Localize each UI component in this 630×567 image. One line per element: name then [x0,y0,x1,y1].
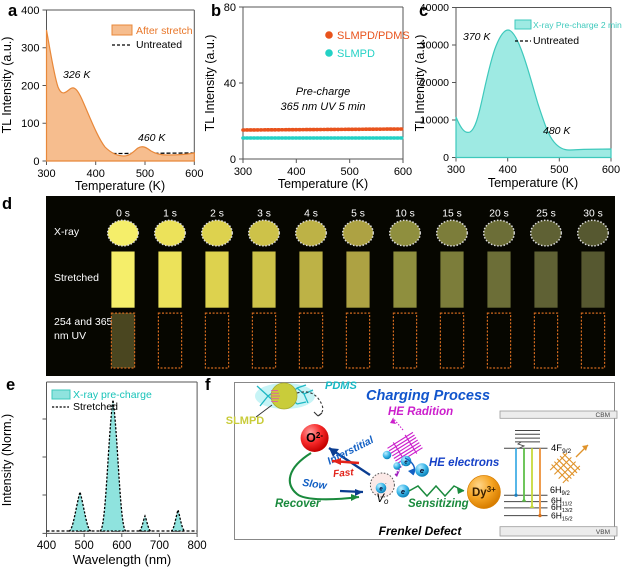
svg-text:254 and 365: 254 and 365 [54,316,113,328]
svg-text:Untreated: Untreated [136,39,182,51]
svg-text:Slow: Slow [302,477,329,492]
svg-text:nm UV: nm UV [54,330,86,342]
svg-text:326 K: 326 K [63,69,91,81]
svg-text:600: 600 [394,166,412,178]
svg-text:365 nm UV 5 min: 365 nm UV 5 min [281,101,366,113]
svg-text:Frenkel Defect: Frenkel Defect [379,524,463,538]
svg-text:X-ray: X-ray [54,226,80,238]
svg-text:300: 300 [234,166,252,178]
svg-text:480 K: 480 K [543,125,571,137]
svg-text:After stretch: After stretch [136,25,193,37]
svg-text:X-ray Pre-charge 2 min: X-ray Pre-charge 2 min [533,20,622,30]
svg-text:Charging Process: Charging Process [366,388,490,404]
svg-text:Stretched: Stretched [73,401,118,413]
svg-text:370 K: 370 K [463,31,491,43]
svg-text:5 s: 5 s [351,208,365,219]
svg-text:600: 600 [112,540,131,552]
svg-text:Wavelength (nm): Wavelength (nm) [73,552,172,567]
svg-text:Pre-charge: Pre-charge [296,86,350,98]
svg-text:TL Intensity (a.u.): TL Intensity (a.u.) [0,37,14,134]
svg-text:300: 300 [37,168,55,180]
svg-text:500: 500 [75,540,94,552]
svg-text:30 s: 30 s [583,208,602,219]
svg-text:400: 400 [37,540,56,552]
svg-text:HE electrons: HE electrons [429,457,499,469]
svg-text:100: 100 [21,118,39,130]
svg-text:300: 300 [21,43,39,55]
svg-text:400: 400 [499,164,517,176]
svg-text:Sensitizing: Sensitizing [408,498,469,510]
svg-text:X-ray pre-charge: X-ray pre-charge [73,389,152,401]
svg-text:0 s: 0 s [116,208,130,219]
svg-text:600: 600 [185,168,203,180]
svg-text:SLMPD: SLMPD [337,48,375,60]
svg-text:25 s: 25 s [536,208,555,219]
svg-text:e: e [401,489,405,496]
svg-text:0: 0 [33,156,39,168]
svg-text:700: 700 [150,540,169,552]
svg-text:10 s: 10 s [395,208,414,219]
svg-text:e: e [420,466,424,475]
svg-text:0: 0 [443,152,449,164]
svg-text:Untreated: Untreated [533,35,579,47]
svg-text:Stretched: Stretched [54,272,99,284]
svg-text:Temperature (K): Temperature (K) [278,177,368,191]
svg-text:Intensity (Norm.): Intensity (Norm.) [0,414,14,506]
svg-text:SLMPD/PDMS: SLMPD/PDMS [337,30,410,42]
svg-text:500: 500 [550,164,568,176]
svg-text:80: 80 [224,2,236,14]
svg-text:600: 600 [602,164,620,176]
svg-text:40: 40 [224,78,236,90]
svg-text:Fast: Fast [333,467,355,480]
svg-text:Temperature (K): Temperature (K) [75,179,165,193]
svg-text:Temperature (K): Temperature (K) [488,176,578,190]
svg-text:VBM: VBM [596,529,610,536]
svg-text:15 s: 15 s [442,208,461,219]
svg-text:20 s: 20 s [489,208,508,219]
svg-text:4 s: 4 s [304,208,318,219]
svg-text:400: 400 [21,5,39,17]
svg-text:3 s: 3 s [257,208,271,219]
svg-text:0: 0 [230,154,236,166]
svg-text:HE Radition: HE Radition [388,406,453,418]
svg-text:TL Intensity (a.u.): TL Intensity (a.u.) [205,35,217,132]
svg-text:SLMPD: SLMPD [226,415,265,427]
svg-text:PDMS: PDMS [325,380,357,392]
svg-text:2 s: 2 s [210,208,224,219]
svg-text:4F9/2: 4F9/2 [551,443,572,455]
svg-text:300: 300 [447,164,465,176]
svg-text:Recover: Recover [275,498,321,510]
svg-text:1 s: 1 s [163,208,177,219]
svg-text:CBM: CBM [596,412,610,419]
svg-text:TL Intensity (a.u.): TL Intensity (a.u.) [415,35,427,132]
svg-text:800: 800 [188,540,207,552]
svg-text:200: 200 [21,81,39,93]
svg-text:460 K: 460 K [138,132,166,144]
